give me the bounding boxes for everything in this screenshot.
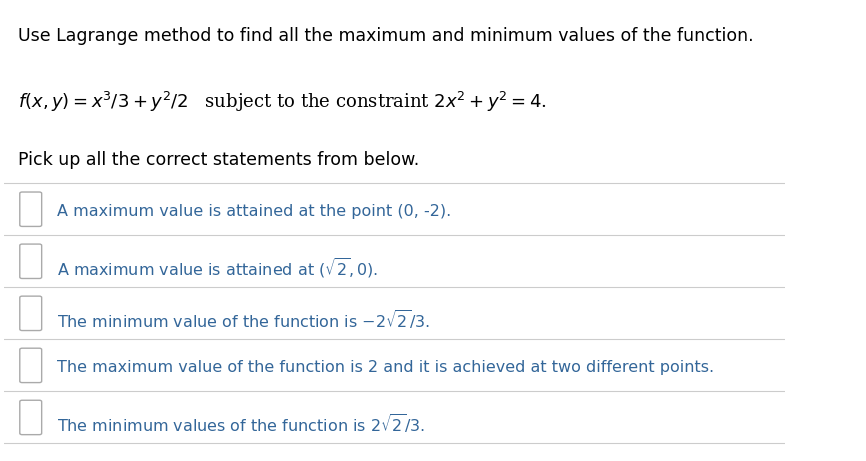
FancyBboxPatch shape	[20, 192, 42, 226]
Text: Pick up all the correct statements from below.: Pick up all the correct statements from …	[18, 151, 419, 169]
Text: The minimum values of the function is $2\sqrt{2}/3$.: The minimum values of the function is $2…	[57, 412, 425, 435]
FancyBboxPatch shape	[20, 348, 42, 383]
FancyBboxPatch shape	[20, 400, 42, 435]
Text: Use Lagrange method to find all the maximum and minimum values of the function.: Use Lagrange method to find all the maxi…	[18, 27, 753, 45]
FancyBboxPatch shape	[20, 296, 42, 331]
Text: $f(x, y) = x^3/3 + y^2/2$   subject to the constraint $2x^2 + y^2 = 4$.: $f(x, y) = x^3/3 + y^2/2$ subject to the…	[18, 90, 547, 114]
Text: The minimum value of the function is $-2\sqrt{2}/3$.: The minimum value of the function is $-2…	[57, 308, 430, 331]
Text: A maximum value is attained at $(\sqrt{2}, 0)$.: A maximum value is attained at $(\sqrt{2…	[57, 256, 378, 280]
Text: The maximum value of the function is 2 and it is achieved at two different point: The maximum value of the function is 2 a…	[57, 360, 714, 375]
Text: A maximum value is attained at the point (0, -2).: A maximum value is attained at the point…	[57, 204, 451, 219]
FancyBboxPatch shape	[20, 244, 42, 278]
